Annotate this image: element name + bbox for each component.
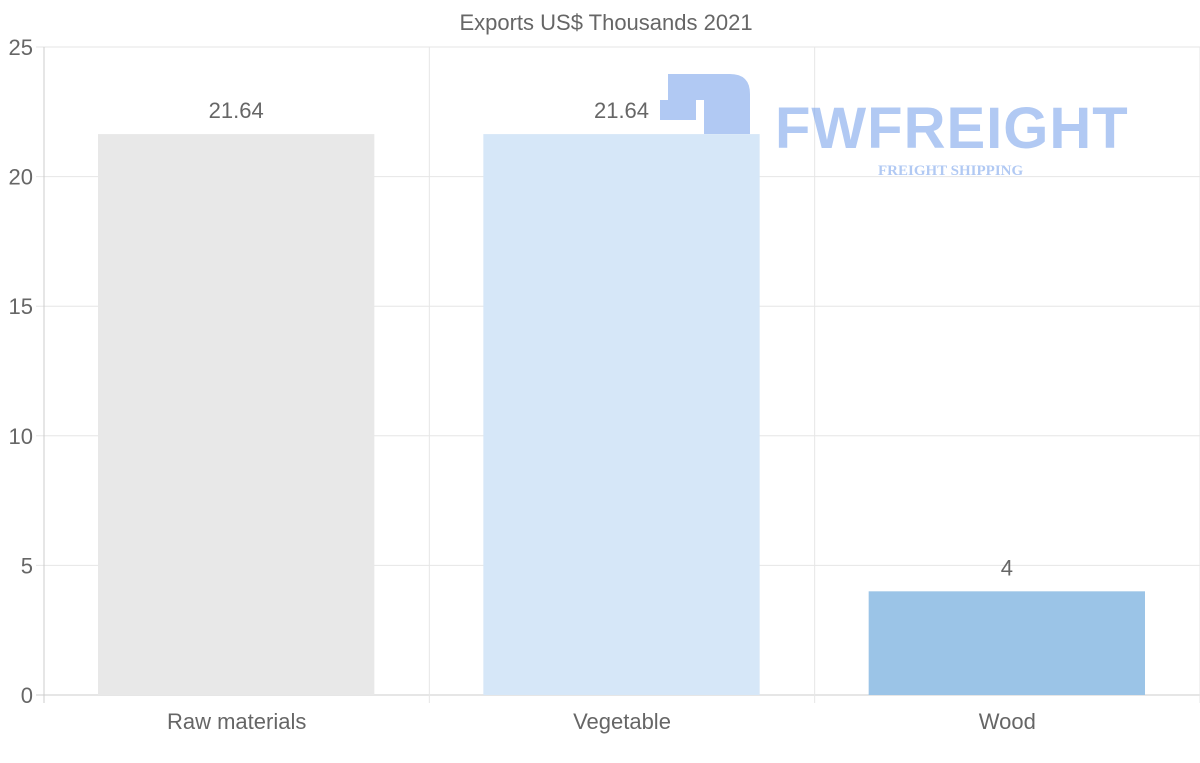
x-tick-label: Wood — [979, 709, 1036, 734]
bar-wood — [868, 591, 1145, 695]
y-axis-ticks: 0 5 10 15 20 25 — [9, 35, 33, 708]
y-tick-label: 5 — [21, 553, 33, 578]
watermark-tagline: FREIGHT SHIPPING — [878, 163, 1023, 179]
x-tick-label: Vegetable — [573, 709, 671, 734]
y-tick-label: 20 — [9, 165, 33, 190]
bar-raw-materials — [98, 134, 375, 696]
y-tick-label: 15 — [9, 294, 33, 319]
watermark-brand: FWFREIGHT — [775, 96, 1129, 161]
data-label: 21.64 — [209, 98, 264, 123]
fwfreight-watermark-logo: FWFREIGHT FREIGHT SHIPPING — [660, 74, 1129, 179]
bar-vegetable — [483, 134, 760, 696]
data-labels: 21.64 21.64 4 — [209, 98, 1013, 580]
y-tick-label: 0 — [21, 683, 33, 708]
chart-title: Exports US$ Thousands 2021 — [459, 10, 752, 35]
x-tick-label: Raw materials — [167, 709, 306, 734]
x-axis-ticks: Raw materials Vegetable Wood — [167, 709, 1036, 734]
data-label: 4 — [1001, 555, 1013, 580]
logo-mark-icon — [660, 74, 750, 134]
y-tick-label: 25 — [9, 35, 33, 60]
bars — [98, 134, 1145, 696]
data-label: 21.64 — [594, 98, 649, 123]
y-tick-label: 10 — [9, 424, 33, 449]
